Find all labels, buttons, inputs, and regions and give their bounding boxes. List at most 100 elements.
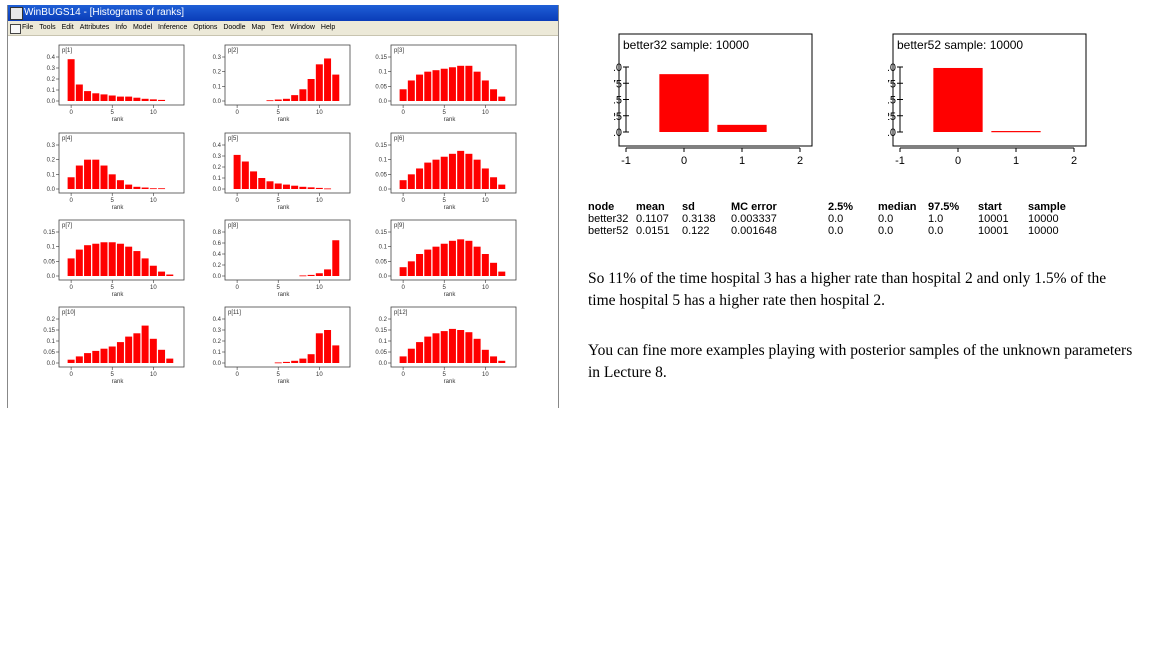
menu-info[interactable]: Info [115, 24, 127, 31]
menu-model[interactable]: Model [132, 24, 153, 31]
y-tick-label: 0.15 [43, 328, 55, 334]
x-tick-label: 5 [277, 110, 281, 116]
x-tick-label: 2 [1071, 155, 1077, 167]
histogram-bar [133, 97, 141, 101]
histogram-bar [457, 239, 465, 276]
stats-header-97-5-: 97.5% [928, 201, 960, 213]
table-cell: 0.3138 [682, 213, 716, 225]
histogram-bar [473, 71, 481, 101]
better32-bar-chart: better32 sample: 10000 0.0 0.25 0.5 0.75 1.0 -… [601, 33, 813, 167]
histogram-label: p[3] [394, 48, 404, 54]
explanation-paragraph-1: So 11% of the time hospital 3 has a high… [588, 270, 1107, 309]
y-tick-label: 0.1 [379, 245, 388, 251]
chart-title: better52 sample: 10000 [897, 38, 1023, 52]
histogram-bar [67, 359, 75, 363]
window-title-bar[interactable]: WinBUGS14 - [Histograms of ranks] [8, 5, 558, 21]
menu-help[interactable]: Help [320, 24, 336, 31]
histogram-bar [432, 333, 440, 363]
x-tick-label: 5 [443, 372, 447, 378]
histogram-bar [498, 271, 506, 276]
y-tick-label: 0.3 [213, 55, 222, 61]
table-cell: 0.0 [878, 213, 894, 225]
x-axis-label: rank [112, 117, 125, 123]
menu-file[interactable]: File [22, 24, 34, 31]
y-tick-label: 0.3 [47, 66, 56, 72]
y-tick-label: 0.1 [47, 88, 56, 94]
histogram-bar [108, 174, 116, 189]
menu-text[interactable]: Text [271, 24, 284, 31]
x-axis-label: rank [444, 292, 457, 298]
y-tick-label: 0.8 [213, 230, 222, 236]
menu-options[interactable]: Options [193, 24, 218, 31]
y-tick-label: 0.0 [47, 187, 56, 193]
menu-map[interactable]: Map [251, 24, 266, 31]
histogram-bar [299, 275, 307, 277]
y-tick-label: 0.2 [379, 317, 388, 323]
x-tick-label: 10 [316, 110, 323, 116]
histogram-bar [416, 168, 424, 189]
histogram-label: p[5] [228, 136, 238, 142]
x-tick-label: 10 [482, 285, 489, 291]
x-tick-label: 0 [401, 110, 405, 116]
y-tick-label: 0.2 [213, 165, 222, 171]
histogram-bar [141, 325, 149, 363]
histogram-bar [125, 246, 133, 276]
stats-header-node: node [588, 201, 615, 213]
histogram-panel-2: p[2] 0.0 0.1 0.2 0.3 0 5 10 rank [213, 44, 351, 123]
histogram-bar [440, 156, 448, 189]
histogram-frame [224, 306, 351, 368]
y-tick-label: 0.75 [614, 78, 622, 90]
histogram-bar [108, 242, 116, 276]
histogram-bar [481, 168, 489, 189]
x-axis-label: rank [444, 379, 457, 385]
histogram-bar [407, 261, 415, 276]
table-cell: 10001 [978, 213, 1009, 225]
histogram-bar [457, 330, 465, 363]
x-tick-label: 0 [401, 372, 405, 378]
histogram-area: p[1] 0.0 0.1 0.2 0.3 0.4 0 5 10 rank p[2] 0.0 0.1 0.2… [8, 36, 558, 408]
y-tick-label: 0.1 [47, 339, 56, 345]
histogram-panel-10: p[10] 0.0 0.05 0.1 0.15 0.2 0 5 10 rank [43, 306, 185, 385]
histogram-bar [291, 95, 299, 101]
better32-chart: better32 sample: 10000 0.0 0.25 0.5 0.75 1.0 -… [601, 33, 814, 173]
histogram-bar [465, 65, 473, 101]
menu-window[interactable]: Window [290, 24, 315, 31]
histogram-bar [399, 356, 407, 363]
y-tick-label: 0.2 [47, 317, 56, 323]
menu-doodle[interactable]: Doodle [223, 24, 246, 31]
histogram-label: p[4] [62, 136, 72, 142]
x-axis-label: rank [278, 117, 291, 123]
histogram-bar [158, 349, 166, 363]
menu-edit[interactable]: Edit [61, 24, 74, 31]
x-tick-label: 0 [955, 155, 961, 167]
histogram-bar [258, 178, 266, 189]
histogram-bar [399, 267, 407, 276]
histogram-panel-8: p[8] 0.0 0.2 0.4 0.6 0.8 0 5 10 rank [213, 219, 351, 298]
histogram-bar [324, 269, 332, 276]
x-tick-label: 0 [401, 285, 405, 291]
y-tick-label: 0.2 [213, 339, 222, 345]
histogram-bar [133, 333, 141, 363]
histogram-bar [481, 349, 489, 363]
menu-tools[interactable]: Tools [39, 24, 56, 31]
histogram-bar [457, 150, 465, 189]
histogram-bar [332, 240, 340, 276]
menu-items: File Tools Edit Attributes Info Model Inferenc… [22, 21, 335, 35]
table-cell: 0.003337 [731, 213, 777, 225]
menu-inference[interactable]: Inference [158, 24, 188, 31]
histogram-bar [108, 346, 116, 363]
histogram-bar [282, 361, 290, 363]
explanation-paragraph-2: You can fine more examples playing with … [588, 342, 1133, 381]
y-tick-label: 0.5 [888, 95, 896, 107]
menu-bar: File Tools Edit Attributes Info Model Inferenc… [8, 21, 558, 36]
table-row: better52 0.0151 0.122 0.001648 0.0 0.0 0.0 1000… [588, 225, 1078, 237]
y-tick-label: 0.2 [47, 77, 56, 83]
x-tick-label: 10 [150, 285, 157, 291]
histogram-frame [224, 219, 351, 281]
histogram-bar [465, 332, 473, 363]
histogram-panel-6: p[6] 0.0 0.05 0.1 0.15 0 5 10 rank [375, 132, 517, 211]
histogram-bar [473, 338, 481, 363]
menu-attributes[interactable]: Attributes [79, 24, 110, 31]
histogram-bar [332, 345, 340, 363]
y-tick-label: 0.05 [375, 259, 387, 265]
